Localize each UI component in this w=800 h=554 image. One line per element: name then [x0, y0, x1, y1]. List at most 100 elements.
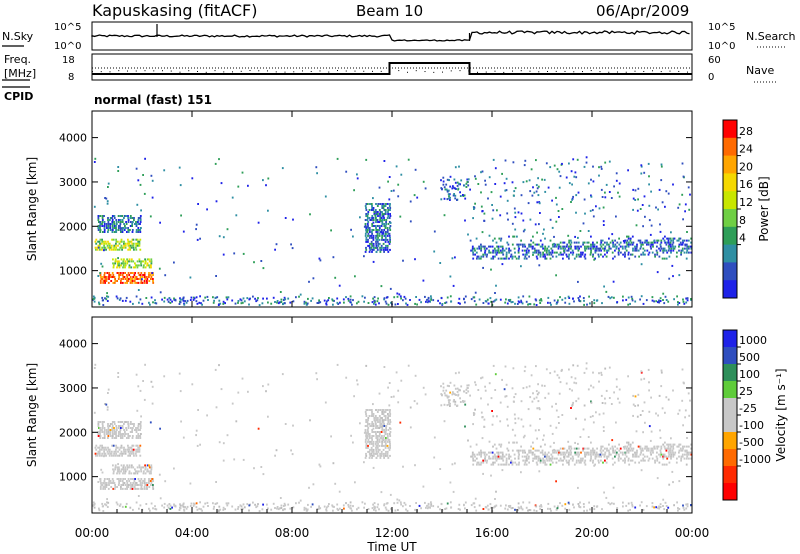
velocity-cell — [366, 421, 369, 423]
velocity-cell — [106, 408, 109, 411]
velocity-cell — [195, 434, 197, 437]
power-cell — [523, 257, 526, 260]
power-cell — [567, 234, 570, 237]
velocity-cell — [496, 457, 499, 460]
power-cell — [113, 231, 116, 233]
power-cell — [365, 229, 367, 231]
power-cell — [546, 249, 548, 252]
velocity-cell — [551, 432, 554, 435]
velocity-cell — [120, 427, 122, 429]
power-cell — [110, 280, 113, 282]
velocity-cell — [631, 449, 634, 452]
power-cell — [494, 292, 496, 294]
power-cell — [415, 296, 417, 298]
velocity-cell — [136, 472, 139, 475]
velocity-cell — [520, 445, 522, 448]
power-cell — [101, 219, 104, 221]
power-cell — [617, 247, 620, 250]
velocity-cell — [378, 440, 381, 443]
power-cell — [427, 296, 430, 299]
power-cell — [383, 205, 385, 207]
power-cell — [319, 259, 322, 262]
power-cell — [384, 227, 387, 229]
velocity-cell — [504, 365, 507, 368]
velocity-cell — [683, 508, 686, 511]
power-cell — [638, 255, 640, 258]
power-cell — [614, 243, 617, 246]
power-cell — [559, 245, 562, 248]
velocity-cell — [469, 394, 471, 397]
velocity-cell — [107, 392, 109, 394]
power-cell — [120, 227, 123, 230]
velocity-cell — [657, 507, 659, 510]
power-cell — [389, 240, 391, 243]
power-cell — [648, 219, 651, 222]
velocity-cell — [397, 389, 400, 392]
velocity-cell — [688, 414, 691, 417]
power-cell — [237, 300, 240, 302]
velocity-cell — [609, 453, 612, 456]
power-cell — [592, 215, 595, 218]
velocity-cell — [372, 448, 375, 451]
power-cell — [385, 302, 388, 305]
power-cell — [124, 262, 126, 265]
power-cell — [144, 262, 147, 265]
nave-dot — [345, 70, 347, 72]
velocity-cell — [112, 464, 114, 467]
power-cell — [559, 251, 562, 254]
power-cell — [146, 280, 148, 282]
velocity-cell — [514, 434, 517, 437]
power-cell — [131, 225, 133, 227]
velocity-cell — [127, 454, 130, 457]
velocity-cell — [493, 443, 496, 446]
power-cell — [583, 299, 585, 302]
velocity-cell — [126, 464, 128, 467]
velocity-cell — [178, 509, 181, 511]
power-cell — [378, 234, 381, 237]
power-cell — [452, 284, 455, 287]
velocity-cell — [498, 443, 501, 446]
power-cell — [660, 165, 663, 168]
power-cell — [371, 225, 374, 227]
velocity-cell — [612, 447, 614, 450]
velocity-cell — [207, 505, 209, 507]
velocity-cell — [605, 461, 608, 464]
power-cell — [682, 300, 685, 303]
velocity-cell — [519, 449, 522, 452]
power-cell — [583, 303, 585, 306]
velocity-cell — [363, 461, 365, 464]
velocity-cell — [634, 453, 637, 456]
power-cell — [595, 205, 597, 208]
nave-dot — [468, 70, 470, 72]
velocity-cell — [588, 501, 590, 504]
velocity-cell — [684, 453, 686, 456]
power-cell — [374, 214, 377, 217]
power-cell — [105, 276, 108, 278]
power-cell — [551, 249, 554, 252]
velocity-cell — [372, 466, 375, 469]
power-cell — [262, 267, 265, 270]
power-cell — [111, 272, 114, 274]
power-cell — [366, 223, 369, 225]
velocity-cell — [624, 459, 626, 462]
velocity-cell — [492, 445, 494, 448]
power-cell — [383, 217, 385, 219]
power-cell — [163, 300, 166, 303]
power-cell — [670, 247, 673, 250]
power-cell — [504, 159, 507, 162]
velocity-cell — [537, 449, 540, 452]
power-cell — [548, 249, 550, 252]
velocity-cell — [144, 484, 147, 486]
power-cell — [371, 301, 374, 304]
velocity-cell — [389, 419, 391, 421]
velocity-cell — [466, 384, 469, 387]
velocity-cell — [547, 392, 550, 395]
velocity-cell — [276, 506, 279, 508]
velocity-cell — [497, 463, 500, 466]
velocity-cell — [650, 396, 652, 399]
power-cell — [372, 219, 375, 221]
power-cell — [106, 200, 109, 203]
power-cell — [370, 246, 373, 249]
power-cell — [380, 217, 383, 219]
power-cell — [440, 179, 442, 182]
